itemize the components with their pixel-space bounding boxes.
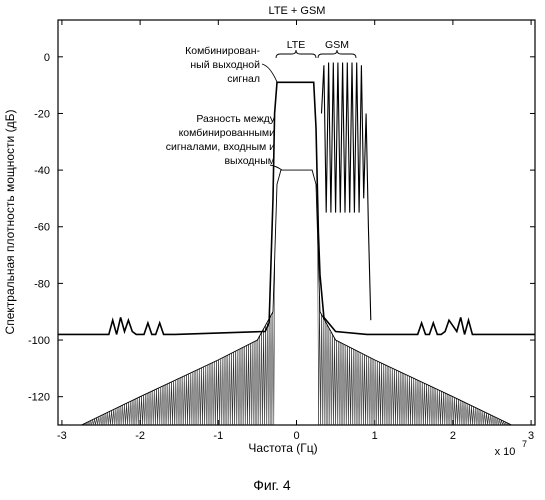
y-tick-label: -100 (28, 335, 50, 347)
annotation-difference-line-1: Разность между (196, 113, 275, 125)
annotation-combined-output: Комбинирован- ный выходной сигнал (185, 45, 277, 85)
y-tick-label: -20 (34, 108, 50, 120)
annotation-difference-leader (270, 165, 282, 170)
annotation-difference: Разность между комбинированными сигналам… (166, 113, 282, 170)
gsm-carriers-series-line (322, 63, 371, 321)
x-multiplier-exponent: 7 (522, 439, 527, 449)
x-tick-label: 1 (372, 430, 378, 442)
y-axis: 0 -20 -40 -60 -80 -100 -120 (28, 52, 535, 404)
difference-series-line (82, 170, 512, 425)
x-axis: -3-2-10123 (57, 20, 534, 442)
x-tick-label: 2 (450, 430, 456, 442)
x-axis-label: Частота (Гц) (248, 441, 317, 455)
band-label-gsm: GSM (325, 39, 349, 51)
annotation-combined-line-2: ный выходной (190, 59, 260, 71)
y-tick-label: -120 (28, 392, 50, 404)
hatch-fill (82, 256, 275, 425)
annotation-combined-leader (262, 64, 277, 82)
annotation-combined-line-1: Комбинирован- (185, 45, 260, 57)
y-tick-label: -60 (34, 222, 50, 234)
annotation-bands: LTE GSM (276, 39, 356, 58)
band-brace-lte (276, 50, 316, 58)
hatch-fill (318, 235, 511, 425)
band-brace-gsm (318, 50, 356, 58)
y-axis-label: Спектральная плотность мощности (дБ) (3, 110, 17, 335)
x-tick-label: 3 (528, 430, 534, 442)
x-multiplier-base: x 10 (495, 446, 516, 458)
chart-title: LTE + GSM (269, 5, 326, 17)
y-tick-label: 0 (44, 52, 50, 64)
band-label-lte: LTE (287, 39, 305, 51)
y-tick-label: -80 (34, 278, 50, 290)
annotation-difference-line-3: сигналами, входным и (166, 141, 275, 153)
annotation-difference-line-4: выходным (224, 155, 275, 167)
y-tick-label: -40 (34, 165, 50, 177)
figure-caption: Фиг. 4 (253, 477, 291, 493)
x-tick-label: -3 (57, 430, 67, 442)
combined-output-series-line (58, 82, 535, 334)
x-axis-multiplier: x 10 7 (495, 439, 527, 458)
plot-area-frame (58, 20, 535, 425)
x-tick-label: -2 (135, 430, 145, 442)
annotation-combined-line-3: сигнал (227, 73, 260, 85)
x-tick-label: -1 (213, 430, 223, 442)
annotation-difference-line-2: комбинированными (179, 127, 276, 139)
